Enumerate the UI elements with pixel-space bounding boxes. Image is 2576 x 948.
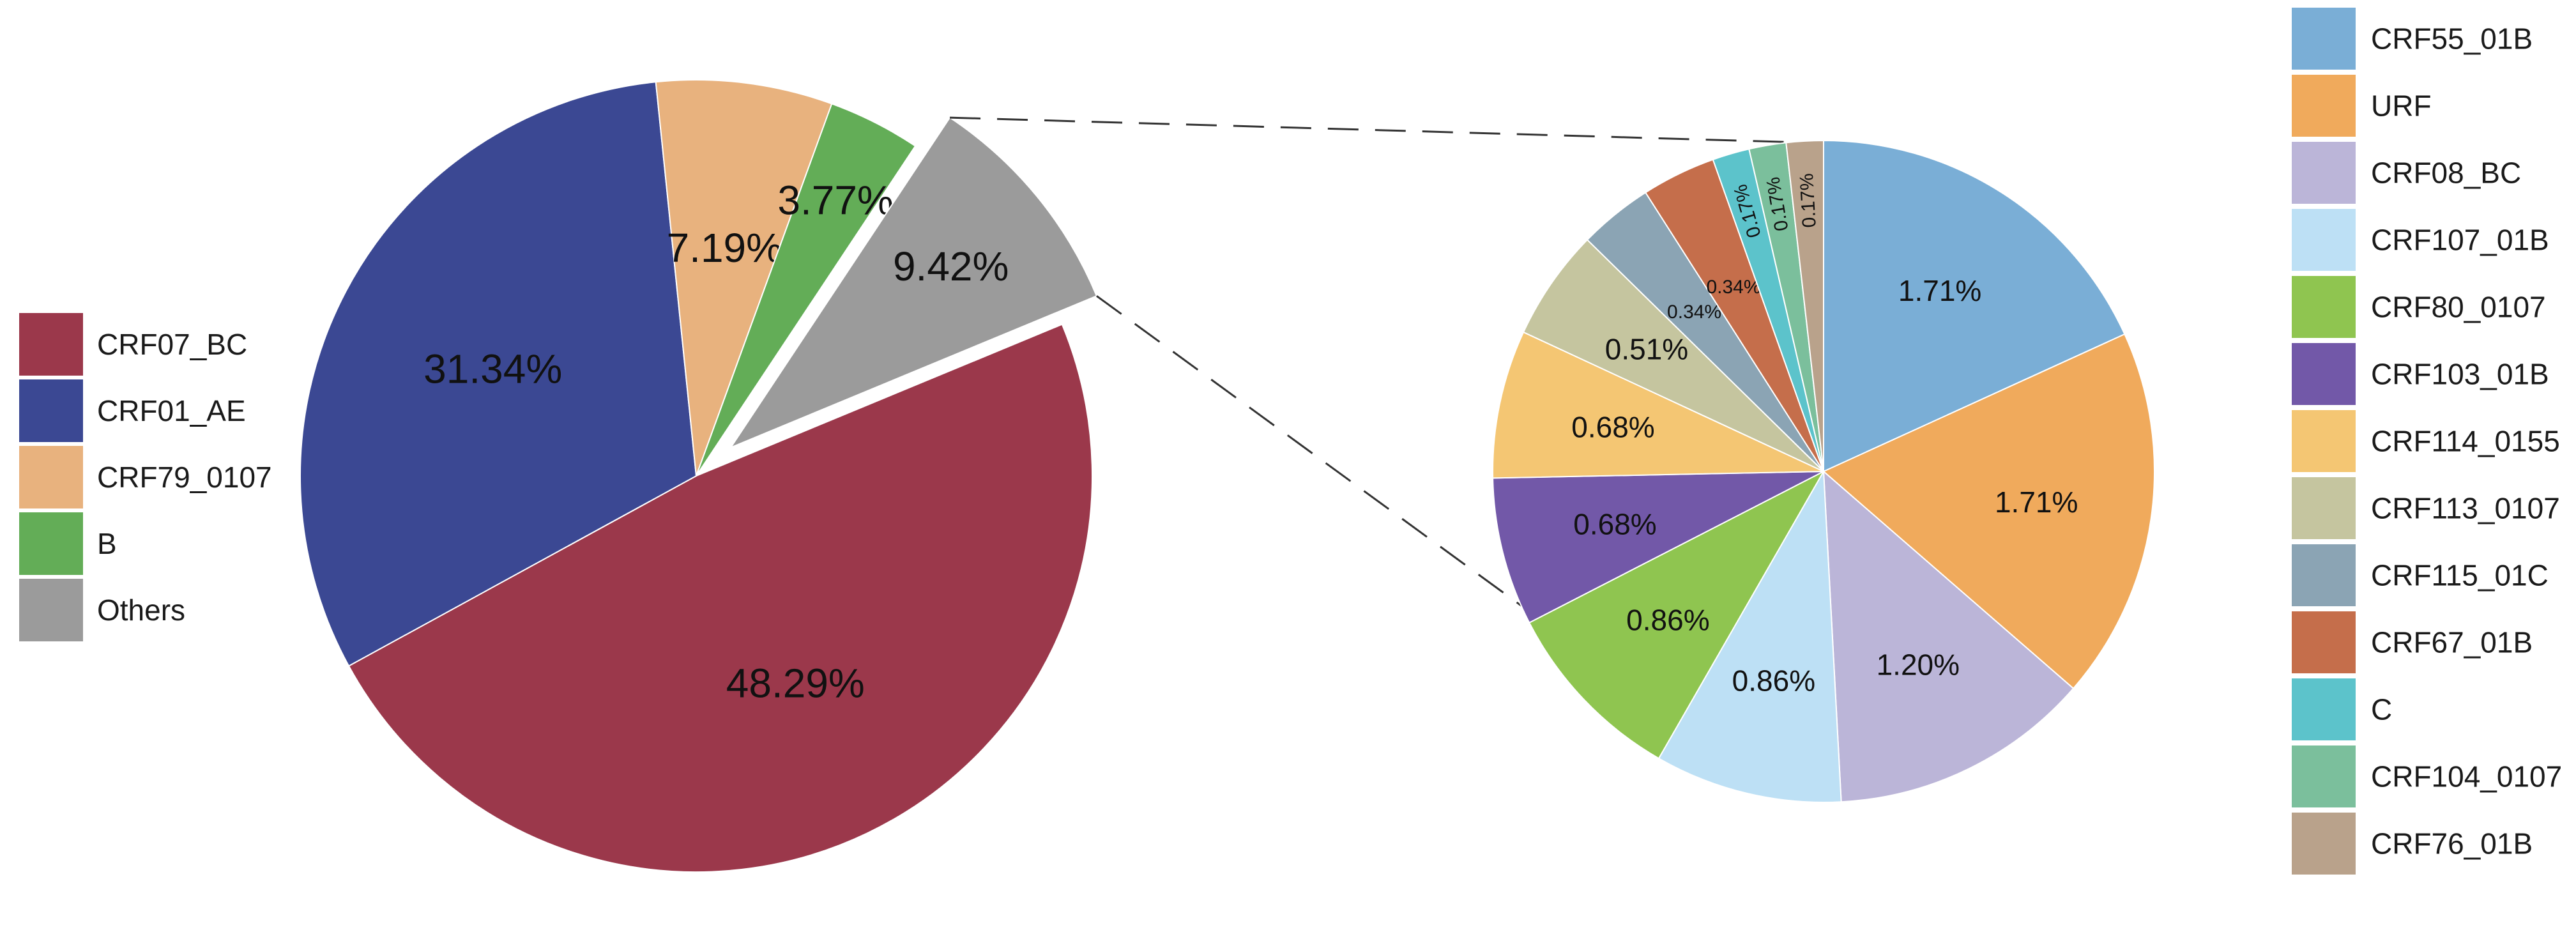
legend-label-crf08-bc: CRF08_BC <box>2371 157 2521 190</box>
sub-label-urf: 1.71% <box>1995 485 2078 519</box>
slice-crf79-0107 <box>655 79 833 477</box>
others-breakdown-legend: CRF55_01B URF CRF08_BC CRF107_01B CRF80_0107… <box>2292 8 2562 875</box>
slice-crf07-bc <box>347 323 1094 873</box>
sub-label-crf113-0107: 0.51% <box>1605 333 1688 366</box>
sub-slice-crf08-bc <box>1822 470 2075 803</box>
legend-swatch-crf104-0107 <box>2292 745 2356 807</box>
sub-slice-crf107-01b <box>1658 469 1842 803</box>
legend-label-crf107-01b: CRF107_01B <box>2371 224 2549 257</box>
sub-label-crf107-01b: 0.86% <box>1732 664 1815 698</box>
sub-slice-crf55-01b <box>1823 139 2126 473</box>
slice-crf01-ae <box>299 81 697 667</box>
legend-swatch-urf <box>2292 75 2356 137</box>
label-b: 3.77% <box>777 177 893 223</box>
legend-label-others: Others <box>97 593 185 627</box>
legend-label-crf55-01b: CRF55_01B <box>2371 22 2533 56</box>
legend-swatch-crf67-01b <box>2292 611 2356 673</box>
label-crf79-0107: 7.19% <box>667 225 782 271</box>
legend-swatch-crf113-0107 <box>2292 477 2356 539</box>
sub-slice-crf103-01b <box>1492 471 1824 624</box>
label-crf01-ae: 31.34% <box>423 346 562 392</box>
slice-others <box>729 116 1098 449</box>
legend-label-crf115-01c: CRF115_01C <box>2371 559 2549 592</box>
sub-label-crf114-0155: 0.68% <box>1571 411 1654 444</box>
legend-swatch-crf114-0155 <box>2292 410 2356 472</box>
legend-swatch-b <box>19 512 83 575</box>
legend-label-crf114-0155: CRF114_0155 <box>2371 425 2560 458</box>
legend-swatch-c <box>2292 678 2356 740</box>
main-pie-legend: CRF07_BC CRF01_AE CRF79_0107 B Others <box>19 313 272 641</box>
legend-label-crf113-0107: CRF113_0107 <box>2371 492 2560 525</box>
sub-label-crf08-bc: 1.20% <box>1877 648 1960 682</box>
label-others: 9.42% <box>893 243 1009 289</box>
slice-b <box>696 103 917 477</box>
legend-label-c: C <box>2371 693 2392 726</box>
legend-swatch-crf115-01c <box>2292 544 2356 606</box>
legend-label-crf104-0107: CRF104_0107 <box>2371 760 2562 793</box>
legend-label-crf01-ae: CRF01_AE <box>97 394 246 427</box>
legend-label-urf: URF <box>2371 89 2432 123</box>
legend-label-crf79-0107: CRF79_0107 <box>97 461 272 494</box>
sub-slice-crf80-0107 <box>1528 470 1825 760</box>
sub-slice-urf <box>1822 333 2156 690</box>
sub-slice-crf76-01b <box>1785 139 1824 472</box>
legend-label-crf76-01b: CRF76_01B <box>2371 827 2533 860</box>
sub-label-crf80-0107: 0.86% <box>1626 603 1709 636</box>
legend-swatch-crf103-01b <box>2292 343 2356 405</box>
others-breakdown-pie-chart: 1.71% 1.71% 1.20% 0.86% 0.86% 0.68% 0.68% 0.51%… <box>1492 139 2156 803</box>
legend-swatch-crf07-bc <box>19 313 83 376</box>
sub-label-crf103-01b: 0.68% <box>1573 507 1656 540</box>
legend-swatch-crf107-01b <box>2292 209 2356 271</box>
sub-label-crf115-01c: 0.34% <box>1667 302 1721 323</box>
label-crf07-bc: 48.29% <box>726 660 865 706</box>
legend-label-crf80-0107: CRF80_0107 <box>2371 291 2546 324</box>
sub-label-crf55-01b: 1.71% <box>1898 274 1981 307</box>
legend-swatch-crf08-bc <box>2292 142 2356 204</box>
legend-swatch-crf55-01b <box>2292 8 2356 70</box>
main-pie-chart: 48.29% 31.34% 7.19%3.77%9.42% <box>299 79 1098 873</box>
connector-lines <box>950 116 1824 799</box>
legend-swatch-crf76-01b <box>2292 813 2356 875</box>
sub-slice-crf113-0107 <box>1522 238 1824 472</box>
legend-label-b: B <box>97 527 117 560</box>
legend-swatch-crf01-ae <box>19 379 83 442</box>
legend-swatch-others <box>19 579 83 641</box>
legend-label-crf67-01b: CRF67_01B <box>2371 626 2533 659</box>
legend-swatch-crf80-0107 <box>2292 276 2356 338</box>
legend-swatch-crf79-0107 <box>19 446 83 508</box>
legend-label-crf07-bc: CRF07_BC <box>97 328 247 361</box>
sub-label-crf67-01b: 0.34% <box>1706 277 1760 298</box>
legend-label-crf103-01b: CRF103_01B <box>2371 358 2549 391</box>
sub-slice-crf114-0155 <box>1492 331 1824 479</box>
connector-line-top <box>950 116 1824 144</box>
sub-label-crf76-01b: 0.17% <box>1796 172 1820 228</box>
